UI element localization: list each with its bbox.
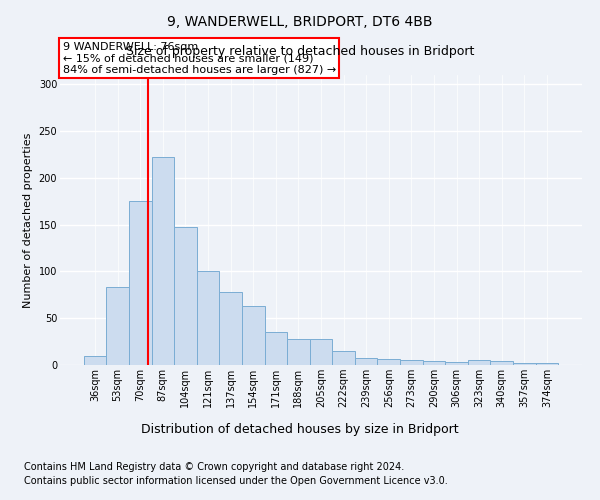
Bar [129,202,152,365]
Bar [310,339,332,365]
Bar [377,360,400,365]
Bar [220,292,242,365]
Bar [513,363,536,365]
Bar [197,270,220,365]
Bar [400,360,422,365]
Bar [174,226,197,365]
Bar [152,158,174,365]
Bar [422,362,445,365]
Bar [355,358,377,365]
Bar [445,362,468,365]
Bar [242,306,265,365]
Text: 9, WANDERWELL, BRIDPORT, DT6 4BB: 9, WANDERWELL, BRIDPORT, DT6 4BB [167,15,433,29]
Y-axis label: Number of detached properties: Number of detached properties [23,132,33,308]
Bar [536,363,558,365]
Bar [490,362,513,365]
Bar [332,351,355,365]
Text: Size of property relative to detached houses in Bridport: Size of property relative to detached ho… [126,45,474,58]
Text: Contains HM Land Registry data © Crown copyright and database right 2024.: Contains HM Land Registry data © Crown c… [24,462,404,472]
Bar [106,288,129,365]
Bar [265,332,287,365]
Text: 9 WANDERWELL: 76sqm
← 15% of detached houses are smaller (149)
84% of semi-detac: 9 WANDERWELL: 76sqm ← 15% of detached ho… [62,42,336,75]
Bar [468,360,490,365]
Text: Distribution of detached houses by size in Bridport: Distribution of detached houses by size … [141,422,459,436]
Bar [287,339,310,365]
Text: Contains public sector information licensed under the Open Government Licence v3: Contains public sector information licen… [24,476,448,486]
Bar [84,356,106,365]
